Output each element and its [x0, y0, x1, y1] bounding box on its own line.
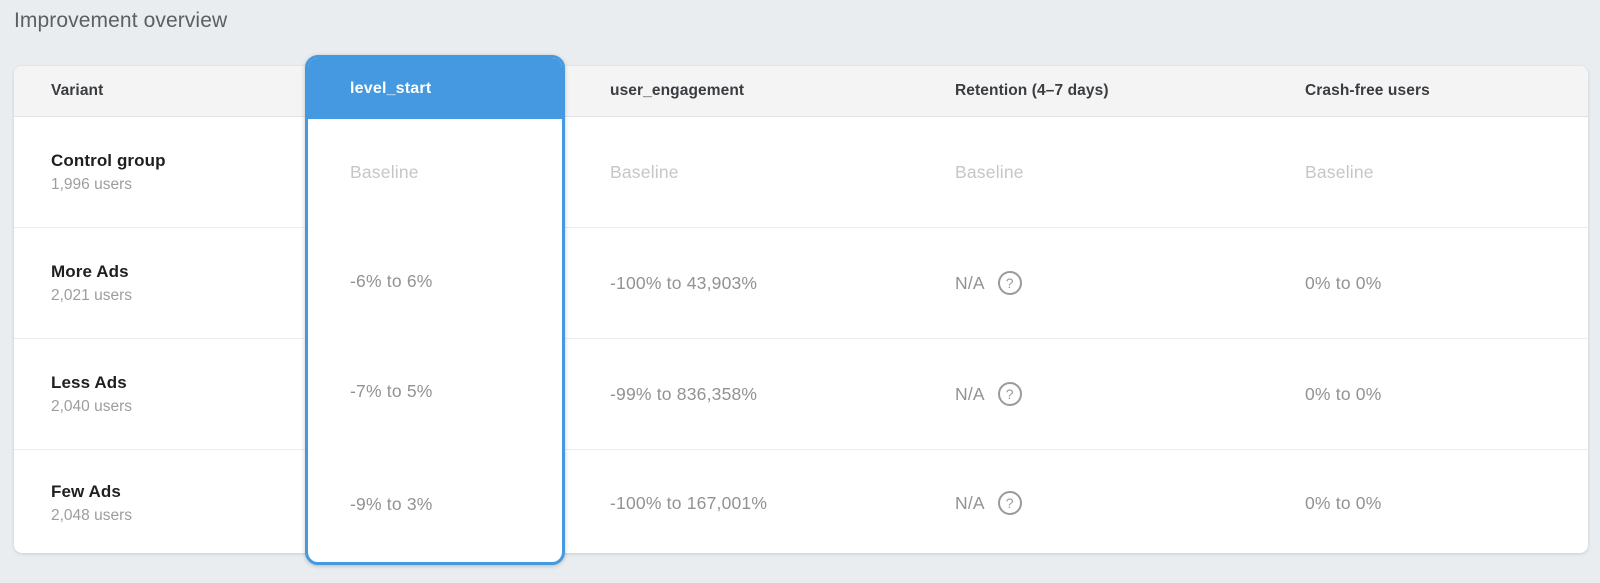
variant-user-count: 1,996 users [51, 176, 132, 193]
retention-cell: N/A ? [925, 271, 1275, 295]
variant-name: Control group [51, 151, 166, 170]
page-title: Improvement overview [14, 9, 228, 32]
variant-name: Few Ads [51, 482, 121, 501]
crash-free-cell: 0% to 0% [1305, 272, 1382, 293]
variant-cell: Less Ads 2,040 users [14, 371, 305, 417]
table-row-few-ads: Few Ads 2,048 users -100% to 167,001% N/… [14, 450, 1588, 553]
improvement-overview-table: Variant user_engagement Retention (4–7 d… [14, 66, 1588, 553]
help-icon[interactable]: ? [997, 491, 1022, 515]
selected-metric-column-level-start: level_start Baseline -6% to 6% -7% to 5%… [305, 55, 565, 565]
retention-value: N/A [955, 272, 985, 293]
variant-user-count: 2,021 users [51, 287, 132, 304]
variant-user-count: 2,040 users [51, 398, 132, 415]
column-header-user-engagement[interactable]: user_engagement [610, 82, 745, 99]
help-icon[interactable]: ? [997, 271, 1022, 295]
help-icon[interactable]: ? [997, 382, 1022, 406]
column-header-variant: Variant [51, 82, 104, 99]
variant-name: Less Ads [51, 373, 127, 392]
variant-cell: More Ads 2,021 users [14, 260, 305, 306]
variant-user-count: 2,048 users [51, 507, 132, 524]
selected-metric-header[interactable]: level_start [308, 58, 562, 119]
user-engagement-cell: -100% to 43,903% [610, 272, 758, 293]
column-header-crash-free-users[interactable]: Crash-free users [1305, 82, 1430, 99]
variant-cell: Few Ads 2,048 users [14, 480, 305, 526]
retention-cell: N/A ? [925, 491, 1275, 515]
table-row-less-ads: Less Ads 2,040 users -99% to 836,358% N/… [14, 339, 1588, 450]
retention-value: N/A [955, 492, 985, 513]
retention-value: N/A [955, 383, 985, 404]
level-start-cell: -6% to 6% [350, 270, 433, 291]
table-header-row: Variant user_engagement Retention (4–7 d… [14, 66, 1588, 117]
level-start-cell: -7% to 5% [350, 380, 433, 401]
user-engagement-cell: -100% to 167,001% [610, 492, 768, 513]
user-engagement-cell: -99% to 836,358% [610, 383, 758, 404]
table-row-control-group: Control group 1,996 users Baseline Basel… [14, 117, 1588, 228]
table-row-more-ads: More Ads 2,021 users -100% to 43,903% N/… [14, 228, 1588, 339]
retention-cell: N/A ? [925, 382, 1275, 406]
variant-cell: Control group 1,996 users [14, 149, 305, 195]
crash-free-cell: 0% to 0% [1305, 492, 1382, 513]
retention-cell: Baseline [955, 161, 1024, 182]
level-start-cell: Baseline [350, 162, 419, 182]
variant-name: More Ads [51, 262, 129, 281]
user-engagement-cell: Baseline [610, 161, 679, 182]
level-start-cell: -9% to 3% [350, 493, 433, 514]
crash-free-cell: 0% to 0% [1305, 383, 1382, 404]
crash-free-cell: Baseline [1305, 161, 1374, 182]
column-header-retention[interactable]: Retention (4–7 days) [955, 82, 1109, 99]
